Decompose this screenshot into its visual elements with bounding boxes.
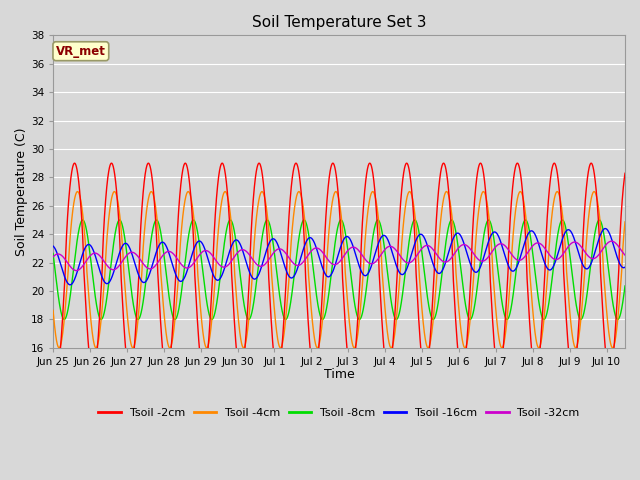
Title: Soil Temperature Set 3: Soil Temperature Set 3 — [252, 15, 426, 30]
Text: VR_met: VR_met — [56, 45, 106, 58]
Legend: Tsoil -2cm, Tsoil -4cm, Tsoil -8cm, Tsoil -16cm, Tsoil -32cm: Tsoil -2cm, Tsoil -4cm, Tsoil -8cm, Tsoi… — [94, 403, 584, 422]
X-axis label: Time: Time — [324, 368, 355, 381]
Y-axis label: Soil Temperature (C): Soil Temperature (C) — [15, 127, 28, 256]
